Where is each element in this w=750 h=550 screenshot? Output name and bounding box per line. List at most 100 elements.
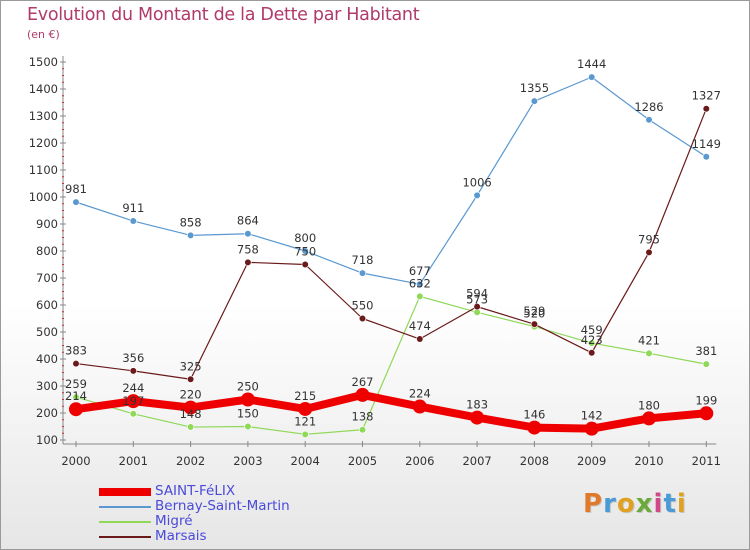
legend-swatch bbox=[99, 488, 151, 496]
x-tick-label: 2006 bbox=[405, 454, 434, 468]
data-label: 520 bbox=[523, 307, 545, 321]
series-line bbox=[75, 108, 707, 380]
data-point bbox=[187, 375, 195, 383]
logo-letter: i bbox=[676, 489, 687, 519]
y-tick-label: 800 bbox=[36, 244, 58, 258]
data-label: 594 bbox=[466, 287, 488, 301]
y-tick-label: 300 bbox=[36, 379, 58, 393]
data-point bbox=[702, 105, 710, 113]
y-tick-label: 1500 bbox=[29, 55, 58, 69]
y-tick-label: 1300 bbox=[29, 109, 58, 123]
data-label: 183 bbox=[466, 398, 488, 412]
data-point bbox=[244, 230, 252, 238]
x-tick-label: 2009 bbox=[577, 454, 606, 468]
data-label: 215 bbox=[294, 389, 316, 403]
data-point bbox=[244, 422, 252, 431]
data-label: 381 bbox=[695, 344, 717, 358]
data-label: 529 bbox=[523, 304, 545, 318]
data-label: 142 bbox=[581, 409, 603, 423]
x-tick-label: 2011 bbox=[692, 454, 721, 468]
logo-letter: i bbox=[653, 489, 664, 519]
data-label: 677 bbox=[409, 264, 431, 278]
data-point bbox=[473, 191, 481, 199]
data-label: 220 bbox=[180, 388, 202, 402]
data-point bbox=[358, 314, 367, 323]
data-label: 150 bbox=[237, 407, 259, 421]
data-label: 1286 bbox=[634, 100, 663, 114]
data-label: 199 bbox=[695, 393, 717, 407]
data-label: 750 bbox=[294, 245, 316, 259]
legend-swatch bbox=[99, 506, 151, 508]
data-label: 214 bbox=[65, 389, 87, 403]
data-label: 795 bbox=[638, 232, 660, 246]
data-label: 981 bbox=[65, 182, 87, 196]
data-point bbox=[240, 392, 255, 407]
data-point bbox=[642, 411, 656, 426]
data-label: 121 bbox=[294, 414, 316, 428]
x-tick-label: 2004 bbox=[291, 454, 320, 468]
data-point bbox=[72, 359, 80, 368]
data-point bbox=[129, 367, 137, 375]
data-point bbox=[584, 421, 599, 436]
data-label: 356 bbox=[122, 351, 144, 365]
y-tick-label: 600 bbox=[36, 298, 58, 312]
data-point bbox=[69, 402, 83, 417]
data-label: 1355 bbox=[520, 81, 549, 95]
logo-letter: x bbox=[635, 489, 654, 519]
y-tick-label: 900 bbox=[36, 217, 58, 231]
data-point bbox=[588, 349, 596, 357]
logo-letter: t bbox=[663, 489, 677, 519]
data-point bbox=[358, 426, 367, 434]
series-line bbox=[72, 390, 711, 433]
data-label: 325 bbox=[180, 359, 202, 373]
data-point bbox=[72, 198, 80, 206]
y-tick-label: 400 bbox=[36, 352, 58, 366]
data-point bbox=[244, 258, 252, 266]
y-tick-label: 500 bbox=[36, 325, 58, 339]
data-label: 267 bbox=[352, 375, 374, 389]
legend-label: Marsais bbox=[155, 528, 207, 544]
data-point bbox=[358, 269, 367, 277]
data-point bbox=[588, 73, 596, 81]
data-point bbox=[412, 399, 427, 414]
data-point bbox=[129, 410, 137, 418]
data-point bbox=[702, 360, 710, 368]
series-saint-f-lix bbox=[69, 387, 714, 436]
data-point bbox=[183, 400, 198, 415]
data-point bbox=[126, 394, 141, 409]
x-tick-label: 2007 bbox=[462, 454, 491, 468]
data-label: 632 bbox=[409, 276, 431, 290]
data-label: 1327 bbox=[692, 89, 721, 103]
chart-title: Evolution du Montant de la Dette par Hab… bbox=[27, 5, 420, 25]
y-tick-label: 700 bbox=[36, 271, 58, 285]
legend-swatch bbox=[99, 536, 151, 538]
logo-letter: r bbox=[603, 489, 617, 519]
data-label: 383 bbox=[65, 344, 87, 358]
data-point bbox=[416, 335, 424, 343]
data-label: 1444 bbox=[577, 57, 606, 71]
data-point bbox=[187, 231, 195, 239]
data-point bbox=[645, 349, 653, 357]
x-tick-label: 2010 bbox=[634, 454, 663, 468]
legend-label: SAINT-FéLIX bbox=[155, 483, 236, 499]
data-label: 800 bbox=[294, 231, 316, 245]
data-label: 224 bbox=[409, 387, 431, 401]
data-point bbox=[355, 387, 370, 402]
legend-swatch bbox=[99, 521, 151, 523]
y-tick-label: 1100 bbox=[29, 163, 58, 177]
data-label: 573 bbox=[466, 292, 488, 306]
data-label: 250 bbox=[237, 380, 259, 394]
legend-label: Bernay-Saint-Martin bbox=[155, 498, 290, 514]
series-migr- bbox=[72, 292, 710, 438]
data-label: 148 bbox=[180, 407, 202, 421]
data-label: 550 bbox=[352, 299, 374, 313]
y-tick-label: 1200 bbox=[29, 136, 58, 150]
data-label: 180 bbox=[638, 398, 660, 412]
logo-letter: o bbox=[616, 489, 636, 519]
data-point bbox=[527, 420, 542, 435]
data-point bbox=[530, 320, 539, 328]
data-point bbox=[416, 280, 424, 288]
x-tick-label: 2008 bbox=[520, 454, 549, 468]
data-label: 138 bbox=[352, 410, 374, 424]
